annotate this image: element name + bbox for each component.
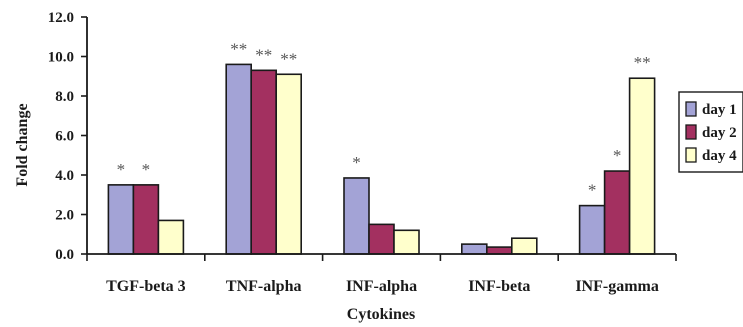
significance-mark: * <box>142 160 151 179</box>
significance-group: * *** ** ******* <box>117 39 651 199</box>
bar-inf-gamma-day-2 <box>603 170 631 255</box>
x-tick-label: TGF-beta 3 <box>106 278 186 295</box>
bar-tnf-alpha-day-4 <box>275 73 303 255</box>
y-tick-label: 2.0 <box>55 208 74 224</box>
bar-tgf-beta-3-day-4 <box>157 219 185 255</box>
y-tick-label: 0.0 <box>55 247 74 263</box>
legend-label: day 1 <box>702 102 737 118</box>
bars-group <box>107 63 656 255</box>
bar-inf-gamma-day-1 <box>578 204 606 255</box>
bar-inf-alpha-day-4 <box>393 229 420 255</box>
legend-label: day 4 <box>702 148 737 164</box>
x-tick-label: TNF-alpha <box>226 278 302 295</box>
y-tick-label: 6.0 <box>55 129 74 145</box>
significance-mark: * <box>588 181 597 200</box>
y-tick-label: 8.0 <box>55 89 74 105</box>
bar-tgf-beta-3-day-2 <box>132 184 160 255</box>
significance-mark: ** <box>230 39 247 58</box>
legend-label: day 2 <box>702 125 737 141</box>
x-tick-label: INF-beta <box>468 278 530 295</box>
legend-swatch <box>685 124 697 140</box>
significance-mark: * <box>613 146 622 165</box>
legend-swatch <box>685 147 697 163</box>
bar-tnf-alpha-day-1 <box>225 63 252 255</box>
y-tick-label: 12.0 <box>48 10 74 26</box>
x-tick-label: INF-gamma <box>575 278 659 295</box>
bar-inf-beta-day-4 <box>510 237 538 255</box>
x-axis-title: Cytokines <box>347 306 415 323</box>
significance-mark: ** <box>255 45 272 64</box>
bar-tnf-alpha-day-2 <box>250 69 277 255</box>
y-axis-title: Fold change <box>14 103 31 186</box>
y-tick-label: 4.0 <box>55 168 74 184</box>
x-tick-label: INF-alpha <box>346 278 417 295</box>
x-ticks-group: TGF-beta 3 TNF-alpha INF-alpha INF-beta INF-… <box>106 278 659 295</box>
bar-inf-alpha-day-2 <box>368 223 395 255</box>
y-ticks-group: 0.0 2.0 4.0 6.0 8.0 10.0 12.0 <box>48 10 87 263</box>
significance-mark: * <box>117 160 126 179</box>
significance-mark: * <box>352 153 361 172</box>
bar-tgf-beta-3-day-1 <box>107 184 135 255</box>
bar-inf-alpha-day-1 <box>343 177 370 255</box>
significance-mark: ** <box>280 49 297 68</box>
y-tick-label: 10.0 <box>48 50 74 66</box>
bar-inf-beta-day-2 <box>485 246 513 255</box>
significance-mark: ** <box>634 53 651 72</box>
legend: day 1 day 2 day 4 <box>678 91 743 173</box>
legend-swatch <box>685 101 697 117</box>
bar-inf-beta-day-1 <box>460 243 488 255</box>
bar-inf-gamma-day-4 <box>628 77 656 255</box>
